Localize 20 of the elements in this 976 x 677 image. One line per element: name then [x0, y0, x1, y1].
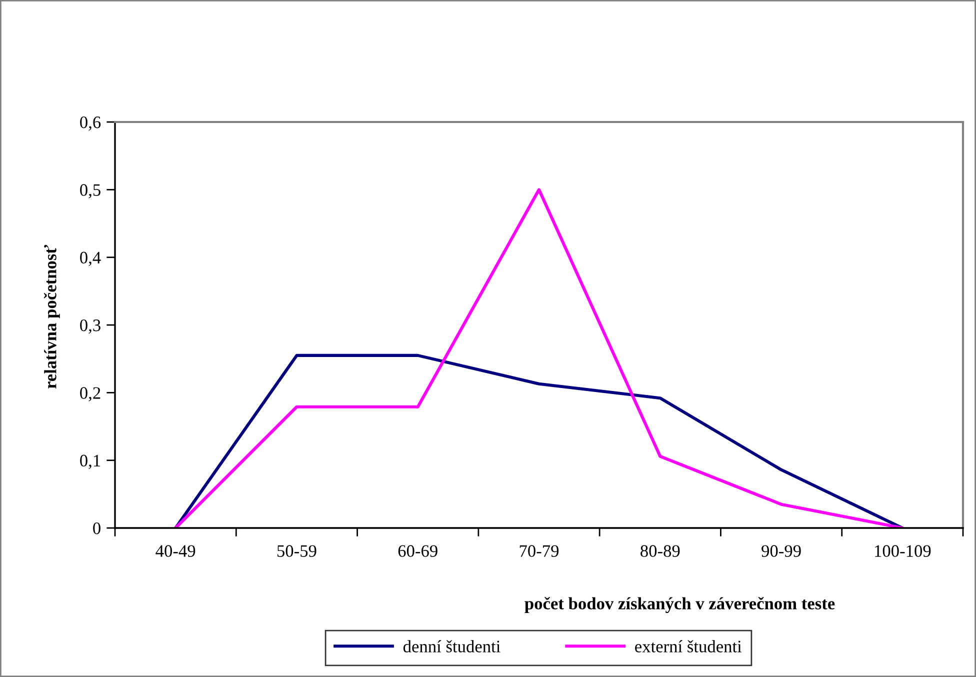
x-tick-label: 60-69 [398, 545, 438, 557]
x-tick-label: 80-89 [640, 545, 680, 557]
legend-label: externí študenti [635, 640, 742, 652]
y-tick-label: 0 [93, 522, 100, 534]
x-tick-label: 70-79 [520, 545, 559, 557]
y-tick-label: 0,3 [80, 319, 100, 334]
line-series [174, 354, 904, 528]
y-tick-label: 0,1 [80, 454, 100, 470]
x-axis-title: počet bodov získaných v záverečnom teste [524, 597, 835, 614]
x-tick-label: 40-49 [156, 545, 196, 557]
y-tick-label: 0,5 [80, 184, 100, 198]
legend-label: denní študenti [403, 640, 500, 652]
x-tick-label: 100-109 [875, 545, 931, 557]
y-tick-label: 0,2 [80, 387, 100, 402]
y-tick-label: 0,4 [80, 252, 101, 266]
x-tick-label: 90-99 [762, 545, 801, 557]
y-axis-title: relatívna početnosť [44, 244, 60, 389]
y-tick-label: 0,6 [80, 116, 101, 131]
x-tick-label: 50-59 [277, 545, 316, 557]
line-series [174, 188, 904, 528]
